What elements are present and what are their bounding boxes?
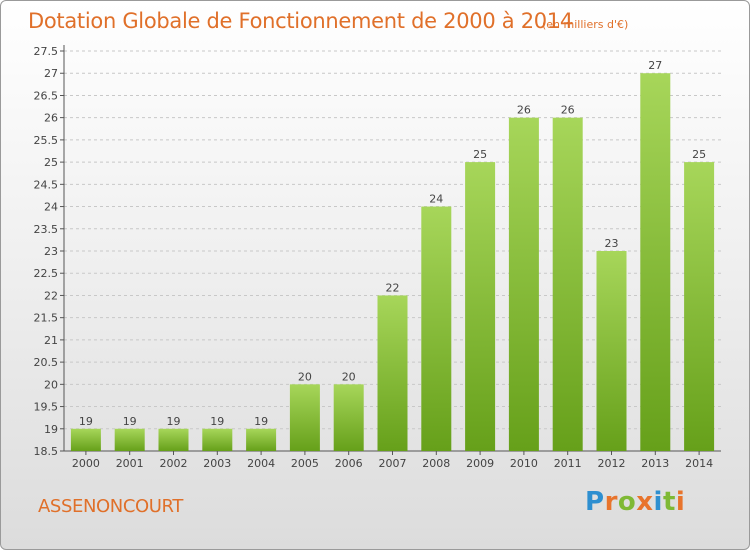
bar [202, 428, 233, 451]
bar [552, 117, 583, 452]
bar [377, 295, 408, 451]
logo-letter: r [604, 487, 618, 517]
data-label: 22 [386, 281, 400, 294]
chart-subtitle: (en milliers d'€) [542, 18, 629, 31]
y-tick-label: 27.5 [34, 45, 59, 58]
data-label: 26 [561, 104, 575, 117]
data-label: 25 [692, 148, 706, 161]
x-tick-label: 2009 [466, 457, 494, 470]
y-tick-label: 18.5 [34, 445, 59, 458]
x-tick-label: 2007 [379, 457, 407, 470]
y-tick-label: 25 [44, 156, 58, 169]
x-tick-label: 2013 [641, 457, 669, 470]
x-tick-label: 2002 [160, 457, 188, 470]
y-tick-label: 21 [44, 334, 58, 347]
y-tick-label: 21.5 [34, 312, 59, 325]
data-label: 19 [167, 415, 181, 428]
bar [70, 428, 101, 451]
bar [114, 428, 145, 451]
bar [508, 117, 539, 452]
x-tick-label: 2004 [247, 457, 275, 470]
chart-title: Dotation Globale de Fonctionnement de 20… [28, 9, 573, 33]
y-tick-label: 23.5 [34, 223, 59, 236]
bar [465, 162, 496, 451]
logo-letter: i [653, 487, 663, 517]
y-tick-label: 26 [44, 112, 58, 125]
data-label: 20 [298, 370, 312, 383]
x-tick-label: 2011 [554, 457, 582, 470]
bar [684, 162, 715, 451]
y-tick-label: 27 [44, 67, 58, 80]
y-tick-label: 22.5 [34, 267, 59, 280]
x-tick-label: 2003 [203, 457, 231, 470]
data-label: 27 [648, 59, 662, 72]
bar [640, 73, 671, 451]
data-label: 24 [429, 193, 443, 206]
bar [158, 428, 189, 451]
y-tick-label: 24.5 [34, 178, 59, 191]
x-tick-label: 2001 [116, 457, 144, 470]
y-tick-label: 24 [44, 201, 58, 214]
x-tick-label: 2012 [598, 457, 626, 470]
data-label: 26 [517, 104, 531, 117]
data-label: 19 [123, 415, 137, 428]
x-tick-label: 2010 [510, 457, 538, 470]
commune-name: ASSENONCOURT [38, 496, 183, 517]
y-tick-label: 23 [44, 245, 58, 258]
x-tick-label: 2008 [422, 457, 450, 470]
logo-letter: t [662, 487, 676, 517]
y-tick-label: 20.5 [34, 356, 59, 369]
y-tick-label: 20 [44, 378, 58, 391]
logo-letter: x [636, 487, 654, 517]
logo-letter: o [617, 487, 637, 517]
bar [289, 384, 320, 451]
bar [421, 206, 452, 451]
data-label: 23 [605, 237, 619, 250]
data-label: 19 [210, 415, 224, 428]
y-tick-label: 26.5 [34, 89, 59, 102]
bar [596, 251, 627, 451]
bar [333, 384, 364, 451]
data-label: 20 [342, 370, 356, 383]
logo-letter: i [675, 487, 686, 517]
x-tick-label: 2006 [335, 457, 363, 470]
y-tick-label: 25.5 [34, 134, 59, 147]
logo-letter: P [585, 487, 605, 517]
proxiti-logo: Proxiti [585, 487, 685, 517]
bar [246, 428, 277, 451]
data-label: 19 [254, 415, 268, 428]
y-tick-label: 19 [44, 423, 58, 436]
x-tick-label: 2005 [291, 457, 319, 470]
data-label: 19 [79, 415, 93, 428]
y-tick-label: 22 [44, 289, 58, 302]
x-tick-label: 2014 [685, 457, 713, 470]
y-tick-label: 19.5 [34, 401, 59, 414]
x-tick-label: 2000 [72, 457, 100, 470]
data-label: 25 [473, 148, 487, 161]
